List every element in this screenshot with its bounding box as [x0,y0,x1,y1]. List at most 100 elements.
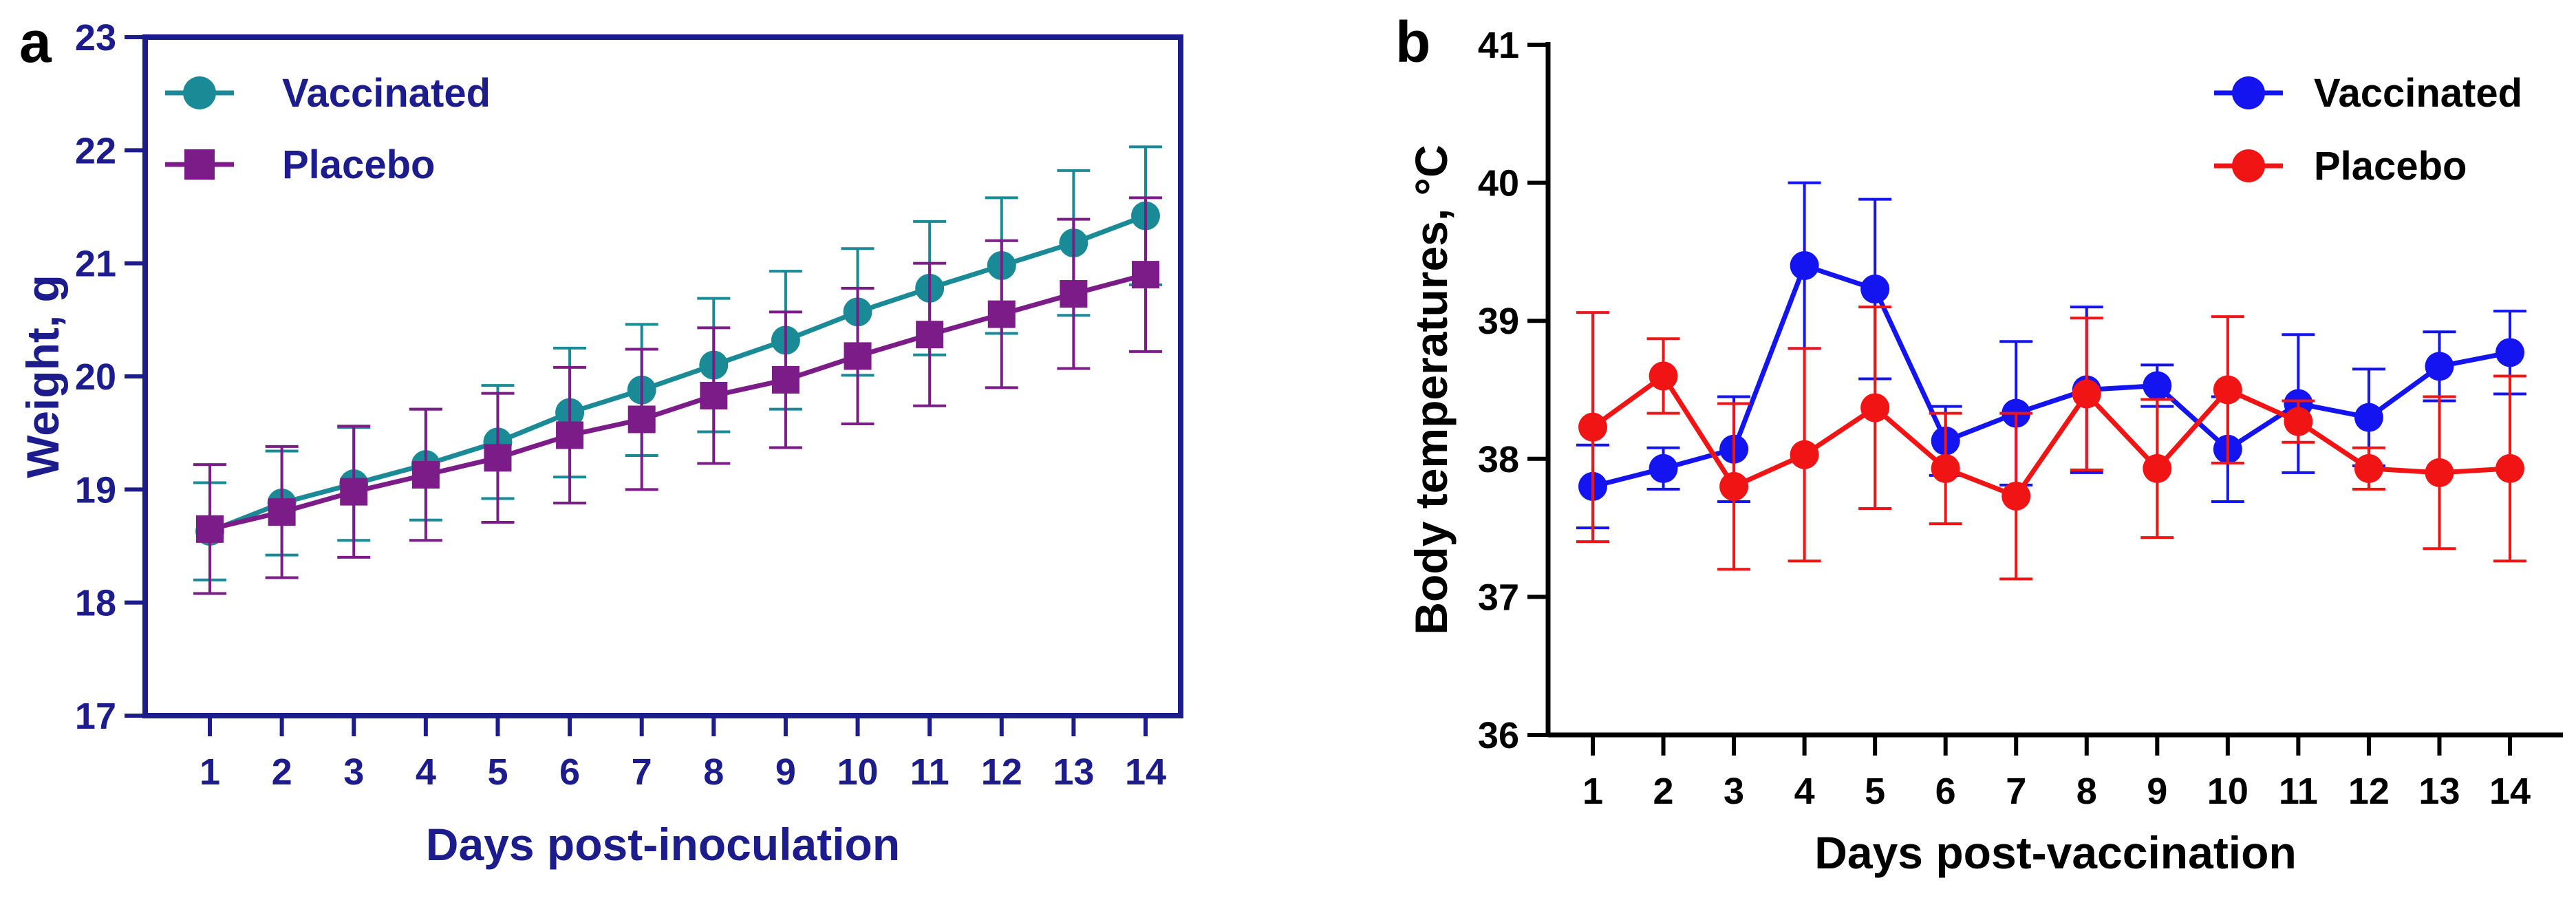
x-tick-label: 3 [343,751,364,793]
x-tick-label: 7 [2006,771,2026,812]
data-point [2213,375,2242,405]
data-point [1649,453,1678,483]
legend-marker [2232,149,2265,182]
series-vaccinated [1576,181,2526,530]
data-point [2284,407,2313,436]
x-tick-label: 14 [2489,771,2531,812]
legend-label: Vaccinated [282,71,491,116]
y-tick-label: 22 [75,130,116,171]
x-tick-label: 13 [2418,771,2460,812]
legend-label: Placebo [282,142,435,187]
data-point [2143,371,2172,400]
data-point [2496,453,2524,483]
data-point [411,460,440,489]
y-axis-title: Body temperatures, °C [1406,145,1457,634]
data-point [844,342,872,370]
y-tick-label: 41 [1478,25,1519,66]
data-point [2143,453,2172,483]
x-tick-label: 5 [1865,771,1885,812]
x-tick-label: 9 [775,751,796,793]
y-tick-label: 19 [75,469,116,511]
data-point [1860,393,1890,423]
data-point [1060,280,1088,308]
series-vaccinated [193,145,1162,581]
data-point [627,405,656,434]
series-placebo [193,196,1162,595]
data-point [2072,379,2101,409]
x-tick-label: 1 [200,751,220,793]
data-point [1790,440,1819,469]
legend-marker [2232,76,2265,109]
error-bars [193,145,1162,581]
x-tick-label: 13 [1053,751,1094,793]
y-tick-label: 40 [1478,163,1519,204]
x-tick-label: 9 [2147,771,2167,812]
x-tick-label: 8 [703,751,724,793]
error-bars [1576,181,2526,530]
x-tick-label: 11 [910,751,949,793]
x-tick-label: 6 [559,751,580,793]
x-tick-label: 2 [1653,771,1674,812]
y-tick-label: 18 [75,583,116,624]
data-point [2354,403,2383,432]
data-point [2425,352,2454,381]
y-tick-label: 21 [75,244,116,285]
x-tick-label: 4 [416,751,436,793]
data-point [556,421,584,449]
data-point [916,321,944,349]
data-point [196,515,224,543]
x-tick-label: 10 [837,751,878,793]
x-axis-title: Days post-vaccination [1814,827,2297,878]
data-point [484,444,512,472]
y-tick-label: 23 [75,17,116,58]
y-tick-label: 20 [75,356,116,398]
data-point [771,365,799,394]
x-tick-label: 5 [487,751,508,793]
y-axis-title: Weight, g [17,275,68,478]
x-tick-label: 12 [2348,771,2390,812]
data-point [1649,361,1678,391]
y-tick-label: 17 [75,696,116,737]
data-point [1132,261,1159,289]
panel-label: a [19,10,52,74]
plot-frame [142,34,1183,718]
legend-label: Placebo [2314,144,2467,189]
error-bars [193,196,1162,595]
data-point [1790,250,1819,280]
x-tick-label: 6 [1935,771,1956,812]
panel-label: b [1395,10,1430,74]
data-point [1719,471,1749,501]
y-tick-label: 38 [1478,439,1519,480]
series-placebo [1576,306,2526,581]
data-point [340,478,368,506]
data-point [1860,275,1890,304]
data-point [1578,412,1607,442]
x-tick-label: 14 [1125,751,1166,793]
x-tick-label: 7 [632,751,652,793]
x-tick-label: 11 [2279,771,2318,812]
data-point [2354,453,2383,483]
y-tick-label: 39 [1478,301,1519,342]
legend-label: Vaccinated [2314,71,2522,116]
data-point [268,498,296,526]
x-tick-label: 2 [272,751,292,793]
y-tick-label: 37 [1478,577,1519,618]
legend-marker [183,76,216,109]
x-tick-label: 10 [2207,771,2248,812]
data-point [700,381,728,409]
data-point [2001,481,2031,511]
x-tick-label: 4 [1794,771,1815,812]
y-tick-label: 36 [1478,715,1519,756]
legend-marker [184,149,215,180]
data-point [2496,338,2524,367]
data-point [987,300,1016,328]
x-tick-label: 12 [981,751,1022,793]
data-point [2425,458,2454,487]
data-point [1931,453,1960,483]
x-axis-title: Days post-inoculation [426,819,900,870]
x-tick-label: 3 [1724,771,1744,812]
x-tick-label: 1 [1582,771,1603,812]
